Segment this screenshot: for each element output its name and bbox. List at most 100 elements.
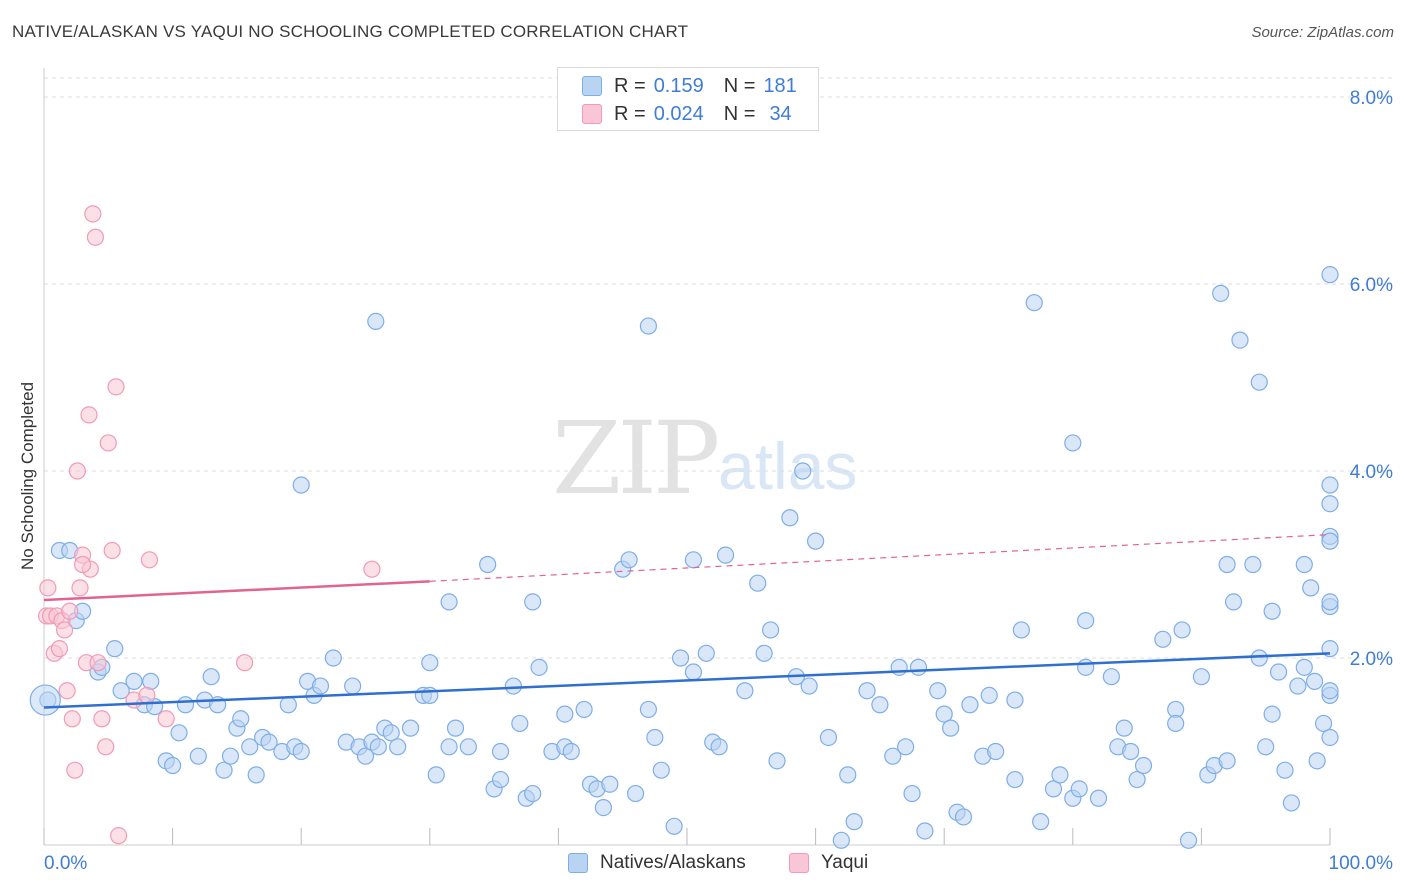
data-point-natives xyxy=(504,677,522,695)
data-point-natives xyxy=(189,747,207,765)
data-point-natives xyxy=(845,813,863,831)
data-point-natives xyxy=(1321,476,1339,494)
data-point-natives xyxy=(1302,579,1320,597)
data-point-natives xyxy=(1089,789,1108,807)
y-tick-label: 4.0% xyxy=(1350,462,1393,483)
data-point-natives xyxy=(232,710,250,728)
data-point-natives xyxy=(247,766,265,784)
data-point-natives xyxy=(819,728,838,747)
data-point-natives xyxy=(697,644,715,662)
data-point-natives xyxy=(1192,668,1211,686)
data-point-natives xyxy=(620,551,638,569)
data-point-natives xyxy=(427,766,445,784)
data-point-yaqui xyxy=(86,228,105,246)
data-point-natives xyxy=(382,724,400,742)
data-point-natives xyxy=(1263,602,1281,620)
data-point-natives xyxy=(903,784,921,803)
data-point-natives xyxy=(1282,794,1301,812)
data-point-natives xyxy=(909,658,928,676)
data-point-natives xyxy=(639,700,658,719)
data-point-natives xyxy=(858,682,876,700)
bottom-legend-natives: Natives/Alaskans xyxy=(568,852,746,874)
data-point-natives xyxy=(1321,495,1339,513)
data-point-natives xyxy=(562,742,580,761)
data-point-natives xyxy=(356,747,375,765)
data-point-natives xyxy=(594,798,613,817)
data-point-natives xyxy=(768,752,786,770)
trend-line-yaqui xyxy=(43,580,430,602)
data-point-natives xyxy=(446,719,465,737)
y-tick-label: 2.0% xyxy=(1350,649,1393,670)
data-point-natives xyxy=(671,649,690,667)
data-point-natives xyxy=(221,747,240,765)
data-point-natives xyxy=(440,593,458,611)
data-point-natives xyxy=(839,766,857,784)
data-point-natives xyxy=(755,644,773,662)
data-point-yaqui xyxy=(103,541,121,560)
data-point-yaqui xyxy=(97,738,115,756)
data-point-natives xyxy=(176,696,195,714)
data-point-natives xyxy=(1134,756,1153,775)
data-point-natives xyxy=(1250,649,1268,667)
data-point-natives xyxy=(142,672,160,690)
bottom-legend-swatch-yaqui xyxy=(789,853,809,873)
data-point-natives xyxy=(1012,621,1030,639)
data-point-natives xyxy=(421,654,439,672)
data-point-natives xyxy=(524,784,542,803)
data-point-natives xyxy=(292,742,310,761)
data-point-natives xyxy=(1167,714,1185,733)
data-point-natives xyxy=(1321,532,1339,550)
bottom-legend-yaqui: Yaqui xyxy=(789,852,868,874)
data-point-natives xyxy=(1231,331,1249,349)
data-point-natives xyxy=(1250,373,1268,391)
data-point-natives xyxy=(524,593,542,611)
bottom-legend-label-natives: Natives/Alaskans xyxy=(600,852,746,873)
legend-n-label: N = xyxy=(723,74,756,97)
data-point-yaqui xyxy=(140,551,159,569)
data-point-natives xyxy=(980,686,998,705)
data-point-natives xyxy=(1070,780,1088,798)
data-point-natives-large xyxy=(29,684,61,716)
data-point-natives xyxy=(279,696,297,714)
data-point-natives xyxy=(106,640,124,658)
data-point-natives xyxy=(736,682,754,700)
data-point-natives xyxy=(1295,658,1313,676)
data-point-natives xyxy=(1032,813,1050,831)
data-point-natives xyxy=(1025,294,1043,312)
data-point-natives xyxy=(1308,752,1326,770)
data-point-natives xyxy=(1321,266,1339,284)
data-point-natives xyxy=(1115,719,1133,737)
data-point-natives xyxy=(929,682,947,700)
data-point-natives xyxy=(311,677,330,695)
data-point-natives xyxy=(761,621,780,639)
data-point-natives xyxy=(652,761,670,779)
data-point-natives xyxy=(626,784,645,803)
data-point-natives xyxy=(1289,677,1307,695)
data-point-natives xyxy=(749,574,767,592)
data-point-natives xyxy=(170,724,188,742)
data-point-yaqui xyxy=(39,579,57,597)
data-point-yaqui xyxy=(236,654,254,672)
data-point-natives xyxy=(1314,714,1333,733)
x-tick-label: 0.0% xyxy=(44,853,87,874)
data-point-natives xyxy=(292,476,310,494)
data-point-natives xyxy=(639,317,658,335)
legend-r-value: 0.024 xyxy=(653,102,704,125)
legend-r-label: R = xyxy=(614,74,646,97)
data-point-natives xyxy=(511,714,529,733)
data-point-natives xyxy=(556,705,574,723)
data-point-yaqui xyxy=(73,555,92,574)
data-point-yaqui xyxy=(109,827,128,845)
legend-n-label: N = xyxy=(723,102,756,125)
data-point-natives xyxy=(1077,658,1095,676)
data-point-yaqui xyxy=(55,621,74,639)
data-point-yaqui xyxy=(71,579,89,597)
data-point-natives xyxy=(1269,663,1288,681)
trend-line-yaqui-extension xyxy=(429,533,1331,582)
legend-swatch-yaqui xyxy=(582,104,602,124)
data-point-natives xyxy=(1321,728,1339,747)
data-point-natives xyxy=(871,696,889,714)
data-point-natives xyxy=(479,555,497,574)
y-tick-label: 8.0% xyxy=(1350,88,1393,109)
